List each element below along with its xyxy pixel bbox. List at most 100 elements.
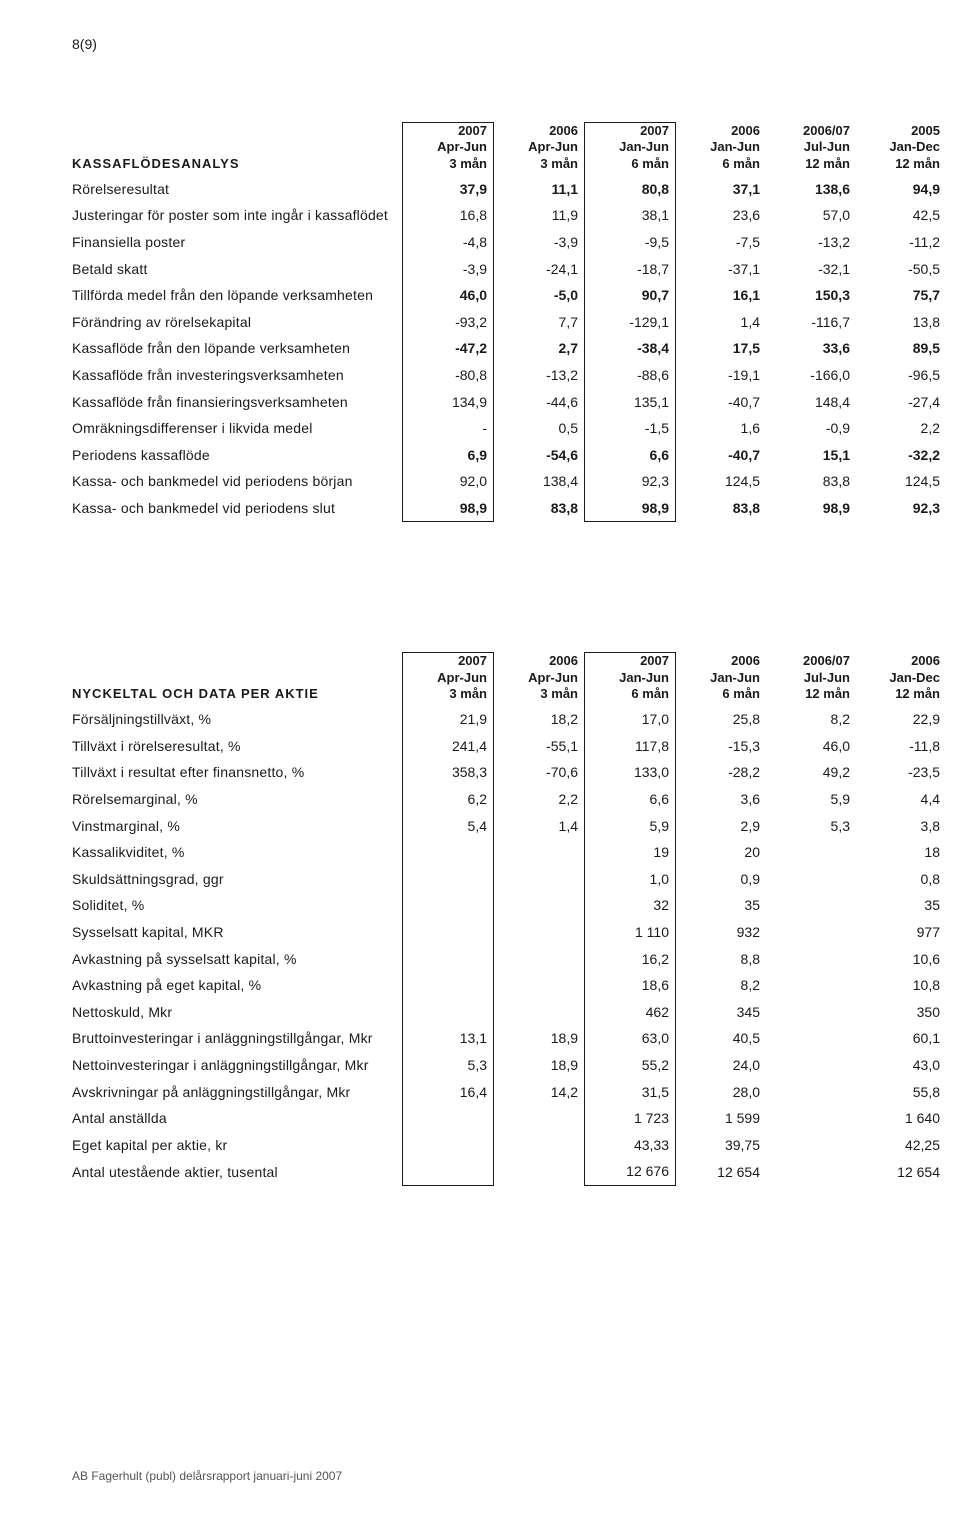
table-row: Kassaflöde från finansieringsverksamhete… xyxy=(72,389,946,416)
cell: -11,8 xyxy=(856,733,946,760)
row-label: Soliditet, % xyxy=(72,892,403,919)
cell xyxy=(766,1158,856,1185)
table-row: Försäljningstillväxt, %21,918,217,025,88… xyxy=(72,706,946,733)
cell: 138,4 xyxy=(494,468,585,495)
table-row: Nettoinvesteringar i anläggningstillgång… xyxy=(72,1052,946,1079)
cell: -9,5 xyxy=(585,229,676,256)
cell: -1,5 xyxy=(585,415,676,442)
cell: 35 xyxy=(676,892,767,919)
cell: 13,1 xyxy=(403,1025,494,1052)
cell: 35 xyxy=(856,892,946,919)
cell: 37,1 xyxy=(676,176,767,203)
row-label: Kassaflöde från investeringsverksamheten xyxy=(72,362,403,389)
cell xyxy=(766,1079,856,1106)
row-label: Rörelsemarginal, % xyxy=(72,786,403,813)
column-header: 2006/07Jul-Jun12 mån xyxy=(766,123,856,176)
cell: 932 xyxy=(676,919,767,946)
cell: 3,6 xyxy=(676,786,767,813)
cell: 16,4 xyxy=(403,1079,494,1106)
cell: 83,8 xyxy=(766,468,856,495)
cell xyxy=(494,946,585,973)
cell: 25,8 xyxy=(676,706,767,733)
cell xyxy=(766,946,856,973)
cell: 18,2 xyxy=(494,706,585,733)
cell: 3,8 xyxy=(856,813,946,840)
row-label: Nettoskuld, Mkr xyxy=(72,999,403,1026)
cell: 2,9 xyxy=(676,813,767,840)
row-label: Bruttoinvesteringar i anläggningstillgån… xyxy=(72,1025,403,1052)
column-header: 2006Apr-Jun3 mån xyxy=(494,653,585,706)
cell: 18,9 xyxy=(494,1052,585,1079)
cell: 12 654 xyxy=(856,1158,946,1185)
cell: 90,7 xyxy=(585,282,676,309)
cell xyxy=(494,1158,585,1185)
cell xyxy=(403,999,494,1026)
footer-text: AB Fagerhult (publ) delårsrapport januar… xyxy=(72,1469,342,1483)
table-row: Tillväxt i resultat efter finansnetto, %… xyxy=(72,759,946,786)
cell: 12 654 xyxy=(676,1158,767,1185)
cell: 18 xyxy=(856,839,946,866)
cell: 42,5 xyxy=(856,202,946,229)
row-label: Sysselsatt kapital, MKR xyxy=(72,919,403,946)
table-row: Skuldsättningsgrad, ggr1,00,90,8 xyxy=(72,866,946,893)
cell xyxy=(766,999,856,1026)
cell xyxy=(766,1052,856,1079)
table-row: Tillförda medel från den löpande verksam… xyxy=(72,282,946,309)
cell: -3,9 xyxy=(494,229,585,256)
cell: 124,5 xyxy=(856,468,946,495)
table-row: Avskrivningar på anläggningstillgångar, … xyxy=(72,1079,946,1106)
cell: 18,9 xyxy=(494,1025,585,1052)
cell: 977 xyxy=(856,919,946,946)
cell: -116,7 xyxy=(766,309,856,336)
cell: -5,0 xyxy=(494,282,585,309)
cell: 0,5 xyxy=(494,415,585,442)
table-row: Omräkningsdifferenser i likvida medel-0,… xyxy=(72,415,946,442)
cell: 5,4 xyxy=(403,813,494,840)
row-label: Avkastning på sysselsatt kapital, % xyxy=(72,946,403,973)
cell: 92,0 xyxy=(403,468,494,495)
cell: 1,0 xyxy=(585,866,676,893)
cell: 5,9 xyxy=(585,813,676,840)
table-row: Betald skatt-3,9-24,1-18,7-37,1-32,1-50,… xyxy=(72,256,946,283)
cell: 80,8 xyxy=(585,176,676,203)
row-label: Kassalikviditet, % xyxy=(72,839,403,866)
cashflow-table: KASSAFLÖDESANALYS2007Apr-Jun3 mån2006Apr… xyxy=(72,122,947,522)
cell: 16,2 xyxy=(585,946,676,973)
cell: 1,6 xyxy=(676,415,767,442)
cell: 18,6 xyxy=(585,972,676,999)
table-row: Vinstmarginal, %5,41,45,92,95,33,8 xyxy=(72,813,946,840)
table-row: Kassa- och bankmedel vid periodens börja… xyxy=(72,468,946,495)
cell: -24,1 xyxy=(494,256,585,283)
cell: -18,7 xyxy=(585,256,676,283)
cell: 63,0 xyxy=(585,1025,676,1052)
row-label: Kassaflöde från den löpande verksamheten xyxy=(72,335,403,362)
row-label: Avskrivningar på anläggningstillgångar, … xyxy=(72,1079,403,1106)
cell xyxy=(766,1132,856,1159)
cell: 1 110 xyxy=(585,919,676,946)
cell: 23,6 xyxy=(676,202,767,229)
cell: 60,1 xyxy=(856,1025,946,1052)
cell xyxy=(766,1105,856,1132)
table-row: Soliditet, %323535 xyxy=(72,892,946,919)
row-label: Tillförda medel från den löpande verksam… xyxy=(72,282,403,309)
cell: -50,5 xyxy=(856,256,946,283)
cell: 1,4 xyxy=(676,309,767,336)
cell: -11,2 xyxy=(856,229,946,256)
cell: 133,0 xyxy=(585,759,676,786)
column-header: 2007Jan-Jun6 mån xyxy=(585,123,676,176)
table-row: Bruttoinvesteringar i anläggningstillgån… xyxy=(72,1025,946,1052)
cell: 11,1 xyxy=(494,176,585,203)
cell: - xyxy=(403,415,494,442)
table-row: Sysselsatt kapital, MKR 1 110932 977 xyxy=(72,919,946,946)
cell: 21,9 xyxy=(403,706,494,733)
cell: -88,6 xyxy=(585,362,676,389)
cell: -47,2 xyxy=(403,335,494,362)
cell: 40,5 xyxy=(676,1025,767,1052)
cell: 462 xyxy=(585,999,676,1026)
cell xyxy=(766,919,856,946)
cell: -40,7 xyxy=(676,389,767,416)
cell: 6,6 xyxy=(585,442,676,469)
table-title: NYCKELTAL OCH DATA PER AKTIE xyxy=(72,653,403,706)
cell xyxy=(494,839,585,866)
cell: 150,3 xyxy=(766,282,856,309)
